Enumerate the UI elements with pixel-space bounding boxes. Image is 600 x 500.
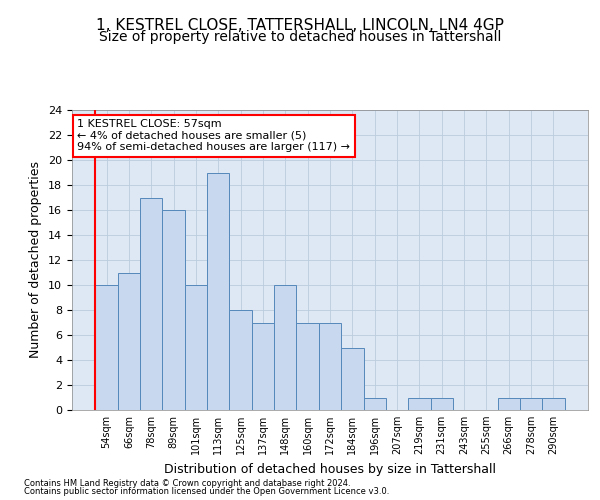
Bar xyxy=(497,398,520,410)
Text: Contains public sector information licensed under the Open Government Licence v3: Contains public sector information licen… xyxy=(24,487,389,496)
Bar xyxy=(341,348,364,410)
X-axis label: Distribution of detached houses by size in Tattershall: Distribution of detached houses by size … xyxy=(164,462,496,475)
Bar xyxy=(319,322,341,410)
Bar xyxy=(185,285,207,410)
Text: Contains HM Land Registry data © Crown copyright and database right 2024.: Contains HM Land Registry data © Crown c… xyxy=(24,478,350,488)
Bar xyxy=(140,198,163,410)
Bar xyxy=(207,172,229,410)
Bar xyxy=(520,398,542,410)
Bar xyxy=(431,398,453,410)
Bar xyxy=(229,310,252,410)
Bar xyxy=(364,398,386,410)
Bar xyxy=(252,322,274,410)
Bar xyxy=(408,398,431,410)
Y-axis label: Number of detached properties: Number of detached properties xyxy=(29,162,43,358)
Bar xyxy=(274,285,296,410)
Text: 1, KESTREL CLOSE, TATTERSHALL, LINCOLN, LN4 4GP: 1, KESTREL CLOSE, TATTERSHALL, LINCOLN, … xyxy=(96,18,504,32)
Bar xyxy=(118,272,140,410)
Bar xyxy=(296,322,319,410)
Bar xyxy=(95,285,118,410)
Text: 1 KESTREL CLOSE: 57sqm
← 4% of detached houses are smaller (5)
94% of semi-detac: 1 KESTREL CLOSE: 57sqm ← 4% of detached … xyxy=(77,119,350,152)
Bar xyxy=(542,398,565,410)
Bar xyxy=(163,210,185,410)
Text: Size of property relative to detached houses in Tattershall: Size of property relative to detached ho… xyxy=(99,30,501,44)
